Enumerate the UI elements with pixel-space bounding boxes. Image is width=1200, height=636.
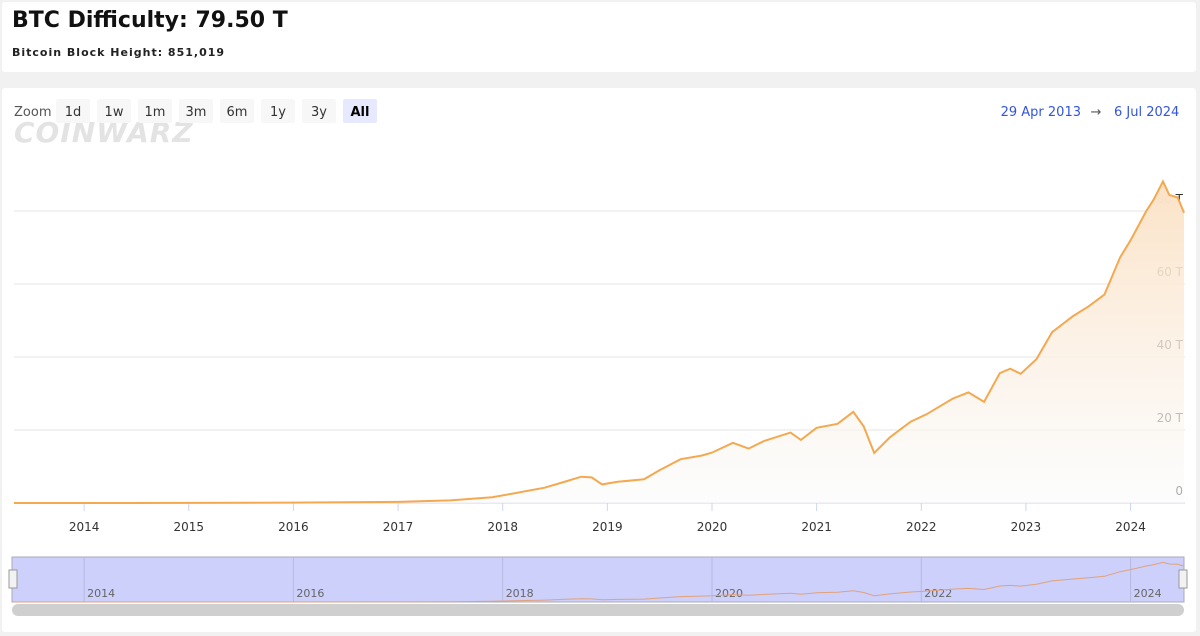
x-tick-label: 2023 [1011,520,1042,534]
zoom-button[interactable] [179,99,213,123]
range-start: 29 Apr 2013 [1001,105,1081,120]
range-end: 6 Jul 2024 [1114,105,1179,120]
title: BTC Difficulty: 79.50 T [12,8,288,33]
zoom-button-label[interactable]: 3m [186,105,207,120]
zoom-button[interactable] [302,99,336,123]
x-tick-label: 2016 [278,520,309,534]
navigator-tick-label: 2014 [87,587,115,600]
x-tick-label: 2018 [487,520,518,534]
zoom-button-label[interactable]: 3y [311,105,327,120]
x-tick-label: 2014 [69,520,100,534]
zoom-button-label[interactable]: 1y [270,105,286,120]
x-tick-label: 2022 [906,520,937,534]
zoom-button[interactable] [343,99,377,123]
zoom-button[interactable] [56,99,90,123]
x-tick-label: 2024 [1115,520,1146,534]
navigator-tick-label: 2024 [1134,587,1162,600]
chart-card [2,88,1196,632]
header-card [2,2,1196,72]
navigator-line [14,561,1185,603]
x-tick-label: 2015 [173,520,204,534]
scrollbar[interactable] [12,604,1184,616]
zoom-label: Zoom [14,105,51,120]
line [14,179,1185,504]
zoom-button-label[interactable]: 1w [105,105,124,120]
navigator-tick-label: 2022 [924,587,952,600]
x-tick-label: 2017 [383,520,414,534]
navigator-selection[interactable] [11,556,1185,603]
x-tick-label: 2020 [697,520,728,534]
zoom-button[interactable] [97,99,131,123]
zoom-button[interactable] [138,99,172,123]
area [14,181,1184,503]
x-tick-label: 2021 [801,520,832,534]
navigator-tick-label: 2020 [715,587,743,600]
navigator-handle[interactable] [8,569,18,589]
x-tick-label: 2019 [592,520,623,534]
zoom-button-label[interactable]: All [351,105,370,120]
navigator-tick-label: 2016 [296,587,324,600]
navigator-handle[interactable] [1178,569,1188,589]
zoom-button-label[interactable]: 6m [227,105,248,120]
zoom-button-label[interactable]: 1m [145,105,166,120]
zoom-button-label[interactable]: 1d [65,105,82,120]
zoom-button[interactable] [261,99,295,123]
navigator-tick-label: 2018 [506,587,534,600]
subtitle: Bitcoin Block Height: 851,019 [12,46,225,59]
zoom-button[interactable] [220,99,254,123]
range-arrow: → [1091,105,1102,120]
